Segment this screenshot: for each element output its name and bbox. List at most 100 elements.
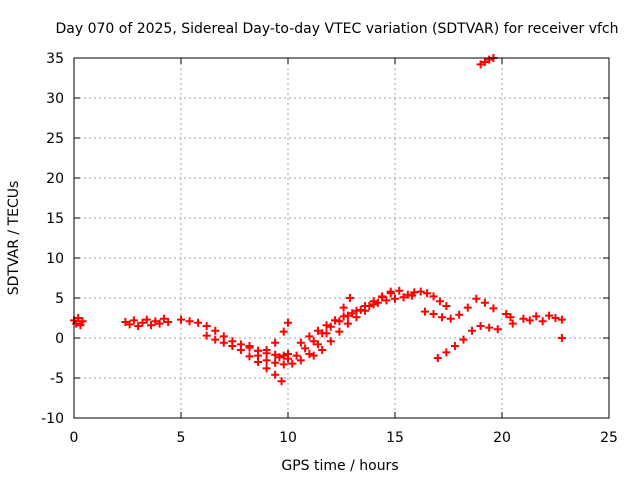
data-point bbox=[557, 334, 566, 342]
data-point bbox=[361, 306, 370, 315]
grid bbox=[74, 58, 609, 418]
data-point bbox=[508, 319, 517, 328]
series-arc-12 bbox=[433, 322, 502, 362]
data-points bbox=[70, 54, 566, 386]
data-point bbox=[435, 297, 444, 306]
data-point bbox=[485, 55, 494, 64]
data-point bbox=[177, 315, 185, 324]
data-point bbox=[202, 331, 211, 340]
data-point bbox=[433, 354, 442, 362]
data-point bbox=[296, 338, 305, 347]
data-point bbox=[429, 310, 438, 318]
data-point bbox=[228, 342, 237, 350]
series-arc-11 bbox=[420, 294, 498, 323]
data-point bbox=[459, 335, 468, 344]
data-point bbox=[164, 318, 173, 326]
data-point bbox=[279, 351, 288, 360]
series-arc-05 bbox=[245, 318, 292, 355]
y-axis-title: SDTVAR / TECUs bbox=[6, 181, 22, 296]
data-point bbox=[142, 315, 151, 324]
y-tick-label: -5 bbox=[50, 371, 64, 387]
series-arc-14 bbox=[502, 310, 517, 328]
data-point bbox=[403, 290, 412, 299]
series-arc-08 bbox=[296, 291, 417, 347]
data-point bbox=[305, 350, 314, 358]
y-tick-label: 10 bbox=[46, 251, 64, 267]
data-point bbox=[262, 356, 271, 365]
data-point bbox=[202, 322, 211, 330]
data-point bbox=[147, 321, 156, 330]
data-point bbox=[502, 310, 511, 318]
data-point bbox=[450, 342, 459, 350]
data-point bbox=[438, 313, 447, 322]
data-point bbox=[480, 58, 489, 66]
y-tick-label: 35 bbox=[46, 51, 64, 67]
y-tick-label: 30 bbox=[46, 91, 64, 107]
data-point bbox=[476, 60, 485, 69]
data-point bbox=[476, 322, 485, 330]
data-point bbox=[343, 319, 352, 328]
data-point bbox=[489, 304, 498, 313]
data-point bbox=[335, 327, 344, 336]
data-point bbox=[506, 313, 515, 322]
data-point bbox=[313, 340, 322, 349]
data-point bbox=[538, 317, 547, 326]
data-point bbox=[271, 338, 280, 347]
data-point bbox=[326, 337, 335, 346]
data-point bbox=[423, 289, 432, 298]
data-point bbox=[429, 292, 438, 301]
data-point bbox=[365, 302, 374, 310]
data-point bbox=[386, 287, 395, 296]
data-point bbox=[277, 377, 286, 386]
y-tick-label: 25 bbox=[46, 131, 64, 147]
data-point bbox=[129, 316, 138, 325]
data-point bbox=[292, 351, 301, 360]
series-arc-10 bbox=[403, 287, 451, 310]
data-point bbox=[284, 318, 292, 327]
data-point bbox=[339, 303, 348, 312]
data-point bbox=[271, 370, 280, 379]
data-point bbox=[254, 351, 263, 360]
data-point bbox=[74, 314, 83, 322]
series-arc-02 bbox=[121, 314, 173, 330]
data-point bbox=[121, 318, 130, 326]
data-point bbox=[525, 316, 534, 325]
data-point bbox=[318, 346, 327, 354]
data-point bbox=[151, 317, 160, 326]
data-point bbox=[78, 317, 87, 326]
x-tick-label: 15 bbox=[386, 430, 404, 446]
data-point bbox=[485, 323, 494, 332]
data-point bbox=[296, 356, 305, 365]
chart-title: Day 070 of 2025, Sidereal Day-to-day VTE… bbox=[55, 21, 618, 37]
data-point bbox=[346, 294, 355, 302]
y-tick-label: 0 bbox=[55, 331, 64, 347]
data-point bbox=[236, 346, 245, 354]
x-tick-label: 25 bbox=[600, 430, 618, 446]
data-point bbox=[322, 321, 331, 330]
data-point bbox=[271, 358, 280, 367]
data-point bbox=[134, 322, 143, 330]
data-point bbox=[326, 322, 335, 331]
data-point bbox=[442, 302, 451, 310]
series-arc-09 bbox=[309, 287, 395, 360]
x-tick-label: 5 bbox=[177, 430, 186, 446]
data-point bbox=[275, 353, 284, 362]
data-point bbox=[279, 327, 288, 336]
y-tick-label: 15 bbox=[46, 211, 64, 227]
data-point bbox=[446, 314, 455, 323]
series-arc-04 bbox=[202, 331, 286, 386]
data-point bbox=[472, 294, 481, 303]
y-tick-label: 20 bbox=[46, 171, 64, 187]
data-point bbox=[279, 360, 288, 369]
data-point bbox=[395, 286, 404, 295]
data-point bbox=[271, 350, 280, 359]
data-point bbox=[159, 314, 168, 323]
data-point bbox=[532, 312, 541, 321]
data-point bbox=[309, 337, 318, 346]
data-point bbox=[284, 354, 292, 363]
x-tick-label: 10 bbox=[279, 430, 297, 446]
data-point bbox=[551, 314, 560, 322]
y-tick-label: 5 bbox=[55, 291, 64, 307]
